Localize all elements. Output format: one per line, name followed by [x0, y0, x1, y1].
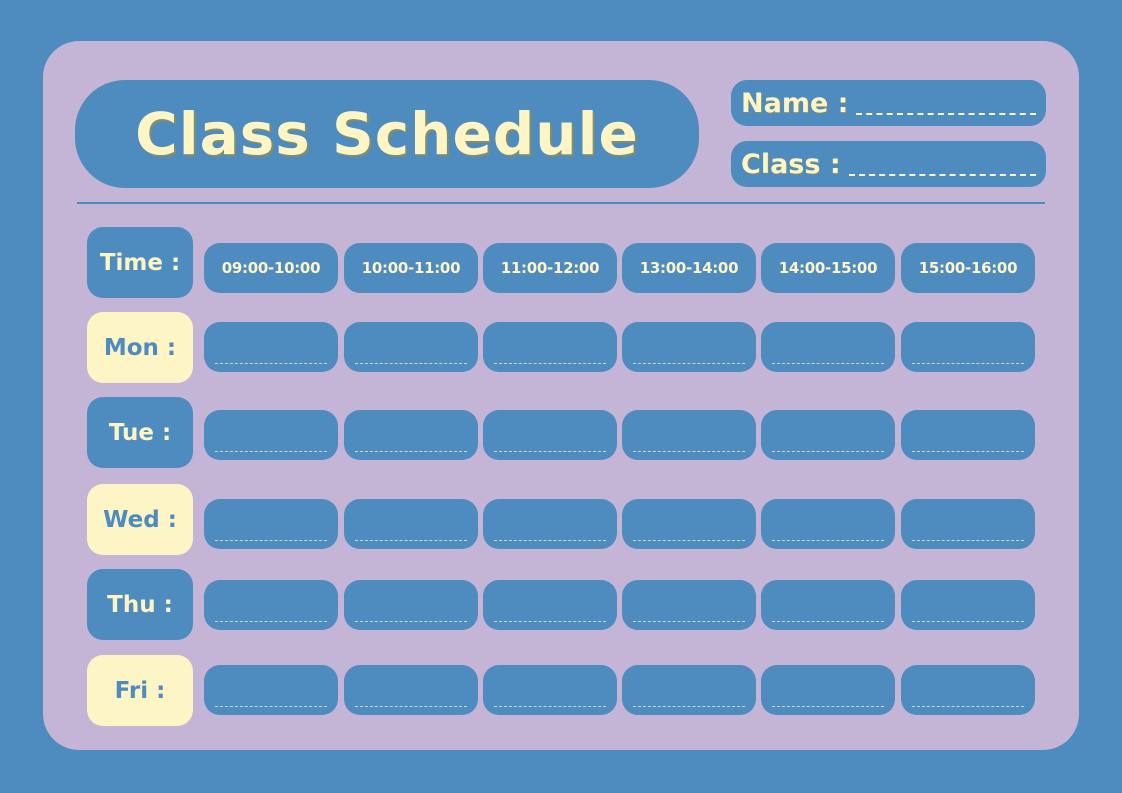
write-line — [912, 363, 1024, 364]
class-field[interactable]: Class : — [731, 141, 1046, 187]
write-line — [633, 451, 745, 452]
time-slot-header: 13:00-14:00 — [622, 243, 756, 293]
class-label: Class : — [741, 148, 841, 180]
write-line — [215, 363, 327, 364]
day-label-text: Thu : — [107, 591, 173, 618]
time-slot-text: 15:00-16:00 — [918, 259, 1018, 277]
day-label-text: Tue : — [108, 419, 172, 446]
class-input-line[interactable] — [848, 152, 1036, 176]
write-line — [772, 363, 884, 364]
time-slot-header: 11:00-12:00 — [483, 243, 617, 293]
write-line — [215, 451, 327, 452]
schedule-cell[interactable] — [622, 499, 756, 549]
write-line — [355, 363, 467, 364]
schedule-cell[interactable] — [204, 322, 338, 372]
schedule-cell[interactable] — [622, 410, 756, 460]
write-line — [912, 621, 1024, 622]
page-title: Class Schedule — [135, 100, 639, 168]
schedule-cell[interactable] — [344, 580, 478, 630]
schedule-cell[interactable] — [761, 322, 895, 372]
write-line — [912, 540, 1024, 541]
title-banner: Class Schedule — [75, 80, 699, 188]
time-slot-text: 10:00-11:00 — [361, 259, 461, 277]
schedule-cell[interactable] — [622, 580, 756, 630]
write-line — [912, 706, 1024, 707]
time-slot-header: 09:00-10:00 — [204, 243, 338, 293]
schedule-cell[interactable] — [622, 322, 756, 372]
day-label-fri: Fri : — [87, 655, 193, 726]
schedule-cell[interactable] — [901, 580, 1035, 630]
write-line — [633, 706, 745, 707]
schedule-cell[interactable] — [204, 580, 338, 630]
write-line — [633, 621, 745, 622]
schedule-cell[interactable] — [344, 665, 478, 715]
write-line — [494, 706, 606, 707]
name-label: Name : — [741, 87, 849, 119]
time-slot-text: 11:00-12:00 — [500, 259, 600, 277]
write-line — [355, 540, 467, 541]
schedule-cell[interactable] — [901, 499, 1035, 549]
day-label-text: Wed : — [103, 506, 177, 533]
write-line — [494, 363, 606, 364]
time-slot-header: 10:00-11:00 — [344, 243, 478, 293]
schedule-cell[interactable] — [483, 665, 617, 715]
schedule-cell[interactable] — [901, 665, 1035, 715]
time-row-label: Time : — [87, 227, 193, 298]
time-slot-text: 09:00-10:00 — [221, 259, 321, 277]
write-line — [355, 621, 467, 622]
write-line — [215, 540, 327, 541]
time-slot-text: 14:00-15:00 — [778, 259, 878, 277]
write-line — [494, 540, 606, 541]
schedule-cell[interactable] — [344, 410, 478, 460]
schedule-cell[interactable] — [761, 410, 895, 460]
schedule-cell[interactable] — [344, 322, 478, 372]
time-slot-header: 14:00-15:00 — [761, 243, 895, 293]
day-label-mon: Mon : — [87, 312, 193, 383]
schedule-cell[interactable] — [483, 499, 617, 549]
write-line — [355, 451, 467, 452]
schedule-cell[interactable] — [483, 322, 617, 372]
write-line — [772, 451, 884, 452]
name-input-line[interactable] — [856, 91, 1036, 115]
write-line — [633, 540, 745, 541]
schedule-cell[interactable] — [344, 499, 478, 549]
schedule-cell[interactable] — [204, 499, 338, 549]
schedule-cell[interactable] — [761, 499, 895, 549]
schedule-cell[interactable] — [901, 322, 1035, 372]
write-line — [633, 363, 745, 364]
schedule-cell[interactable] — [622, 665, 756, 715]
write-line — [772, 621, 884, 622]
time-label-text: Time : — [99, 249, 181, 276]
schedule-cell[interactable] — [204, 665, 338, 715]
write-line — [215, 706, 327, 707]
write-line — [912, 451, 1024, 452]
name-field[interactable]: Name : — [731, 80, 1046, 126]
write-line — [355, 706, 467, 707]
schedule-cell[interactable] — [483, 410, 617, 460]
day-label-text: Mon : — [103, 334, 177, 361]
write-line — [215, 621, 327, 622]
divider — [77, 202, 1045, 204]
write-line — [494, 451, 606, 452]
schedule-cell[interactable] — [901, 410, 1035, 460]
schedule-cell[interactable] — [761, 580, 895, 630]
write-line — [494, 621, 606, 622]
day-label-tue: Tue : — [87, 397, 193, 468]
schedule-cell[interactable] — [761, 665, 895, 715]
schedule-cell[interactable] — [204, 410, 338, 460]
write-line — [772, 706, 884, 707]
write-line — [772, 540, 884, 541]
day-label-wed: Wed : — [87, 484, 193, 555]
schedule-cell[interactable] — [483, 580, 617, 630]
day-label-text: Fri : — [114, 677, 166, 704]
time-slot-text: 13:00-14:00 — [639, 259, 739, 277]
time-slot-header: 15:00-16:00 — [901, 243, 1035, 293]
day-label-thu: Thu : — [87, 569, 193, 640]
